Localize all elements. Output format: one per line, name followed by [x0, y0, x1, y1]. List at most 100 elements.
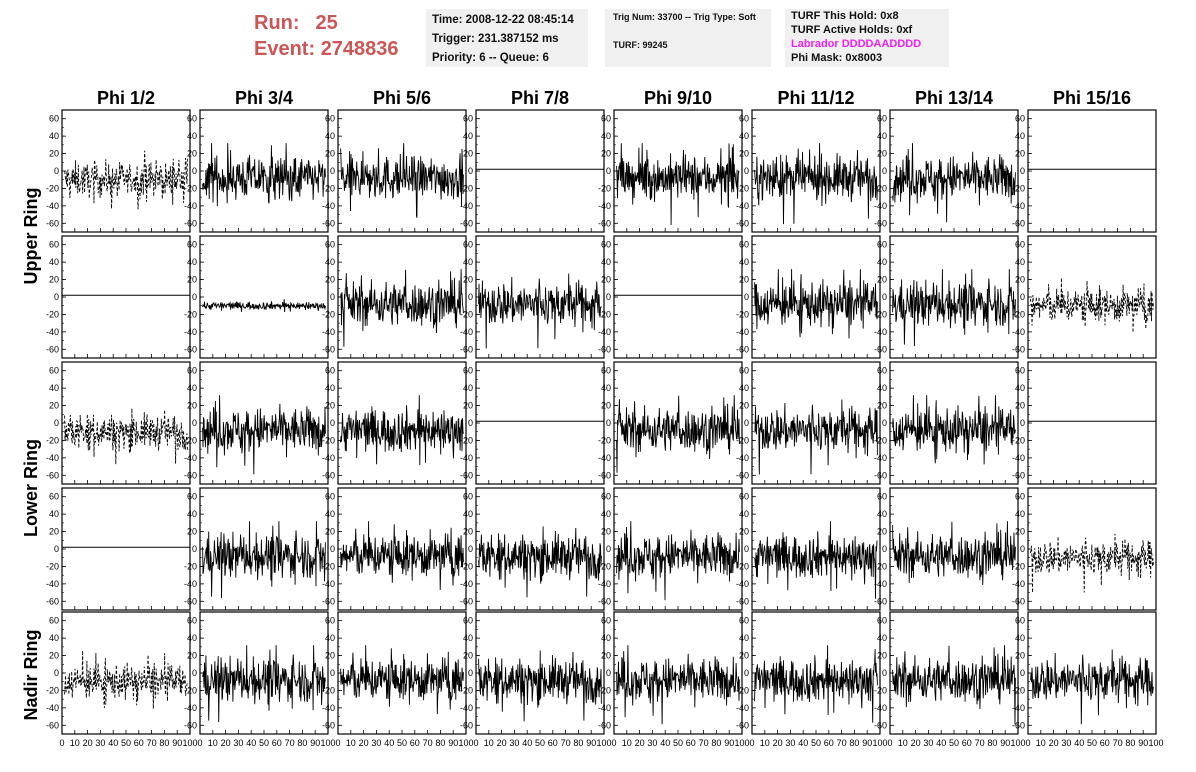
x-tick-label: 10 [208, 738, 218, 748]
waveform-panel: 60 40 20 0 -20 -40 -60 [46, 611, 191, 735]
waveform-panel: 60 40 20 0 -20 -40 -60 [874, 235, 1019, 359]
y-tick-label: 60 [325, 366, 335, 376]
waveform-trace [478, 526, 602, 598]
x-tick-label: 90 [586, 738, 596, 748]
y-tick-label: -60 [598, 470, 611, 480]
x-tick-label: 30 [233, 738, 243, 748]
y-tick-label: -60 [184, 344, 197, 354]
waveform-panel: 60 40 20 0 -20 -40 -60 [322, 235, 467, 359]
waveform-panel: 60 40 20 0 -20 -40 -60 [874, 109, 1019, 233]
y-tick-label: 60 [877, 616, 887, 626]
x-tick-label: 40 [660, 738, 670, 748]
y-tick-label: 20 [325, 275, 335, 285]
y-tick-label: -60 [460, 344, 473, 354]
y-tick-label: 60 [187, 492, 197, 502]
y-tick-label: 0 [606, 544, 611, 554]
x-tick-label: 100 [458, 738, 473, 748]
y-tick-label: -60 [460, 596, 473, 606]
waveform-panel: 60 40 20 0 -20 -40 -60 [736, 361, 881, 485]
y-tick-label: 0 [882, 544, 887, 554]
x-tick-label: 70 [975, 738, 985, 748]
x-tick-label: 10 [622, 738, 632, 748]
y-tick-label: -60 [1012, 470, 1025, 480]
row-title: Nadir Ring [21, 629, 41, 720]
y-tick-label: 40 [1015, 257, 1025, 267]
x-tick-label: 100 [1010, 738, 1025, 748]
event-row: Event: 2748836 [254, 36, 399, 62]
y-tick-label: -60 [46, 218, 59, 228]
y-tick-label: 20 [601, 527, 611, 537]
panel-frame [475, 361, 605, 485]
y-tick-label: 0 [882, 166, 887, 176]
waveform-panel: 60 40 20 0 -20 -40 -60 [46, 235, 191, 359]
y-tick-label: -40 [322, 453, 335, 463]
waveform-panel: 60 40 20 0 -20 -40 -60 [460, 109, 605, 233]
y-tick-label: 60 [325, 616, 335, 626]
x-tick-label: 0 [611, 738, 616, 748]
x-tick-label: 90 [172, 738, 182, 748]
waveform-trace [754, 269, 878, 339]
y-tick-label: -60 [460, 470, 473, 480]
y-tick-label: -60 [46, 470, 59, 480]
y-tick-label: 60 [1015, 492, 1025, 502]
y-tick-label: -20 [46, 685, 59, 695]
y-tick-label: -40 [874, 703, 887, 713]
x-tick-label: 70 [699, 738, 709, 748]
waveform-panel: 60 40 20 0 -20 -40 -60 [1012, 611, 1157, 735]
panel-frame [199, 235, 329, 359]
waveform-trace [892, 521, 1016, 586]
y-tick-label: 20 [325, 651, 335, 661]
y-tick-label: -60 [1012, 720, 1025, 730]
x-tick-label: 10 [346, 738, 356, 748]
trigger-text: Trigger: 231.387152 ms [432, 33, 559, 45]
y-tick-label: -60 [874, 218, 887, 228]
x-tick-label: 80 [849, 738, 859, 748]
y-tick-label: -60 [874, 720, 887, 730]
y-tick-label: 40 [739, 131, 749, 141]
y-tick-label: 20 [877, 275, 887, 285]
y-tick-label: -60 [736, 218, 749, 228]
y-tick-label: 40 [325, 633, 335, 643]
y-tick-label: 60 [325, 240, 335, 250]
y-tick-label: 0 [744, 292, 749, 302]
x-tick-label: 0 [749, 738, 754, 748]
y-tick-label: -20 [874, 435, 887, 445]
y-tick-label: 40 [601, 383, 611, 393]
y-tick-label: -20 [736, 183, 749, 193]
x-tick-label: 60 [410, 738, 420, 748]
x-tick-label: 100 [320, 738, 335, 748]
y-tick-label: -40 [1012, 453, 1025, 463]
y-tick-label: -40 [460, 579, 473, 589]
y-tick-label: 20 [601, 651, 611, 661]
waveform-trace [754, 143, 878, 225]
y-tick-label: 60 [463, 616, 473, 626]
column-title: Phi 11/12 [777, 88, 854, 108]
waveform-panel: 60 40 20 0 -20 -40 -60 [460, 487, 605, 611]
y-tick-label: 0 [1020, 418, 1025, 428]
y-tick-label: -20 [1012, 561, 1025, 571]
y-tick-label: 20 [49, 401, 59, 411]
y-tick-label: -40 [322, 327, 335, 337]
x-tick-label: 80 [573, 738, 583, 748]
y-tick-label: -20 [46, 309, 59, 319]
y-tick-label: 40 [601, 257, 611, 267]
turf-active-holds-text: TURF Active Holds: 0xf [791, 24, 913, 36]
waveform-trace [202, 143, 326, 207]
y-tick-label: -60 [322, 596, 335, 606]
y-tick-label: 60 [187, 616, 197, 626]
y-tick-label: 20 [187, 527, 197, 537]
y-tick-label: -60 [322, 720, 335, 730]
y-tick-label: 0 [54, 544, 59, 554]
y-tick-label: -60 [322, 470, 335, 480]
priority-queue-text: Priority: 6 -- Queue: 6 [432, 52, 549, 64]
y-tick-label: 0 [744, 668, 749, 678]
y-tick-label: -20 [460, 183, 473, 193]
x-tick-label: 80 [297, 738, 307, 748]
x-tick-label: 30 [923, 738, 933, 748]
event-label: Event: [254, 38, 316, 60]
y-tick-label: 40 [463, 383, 473, 393]
y-tick-label: 40 [877, 131, 887, 141]
panel-frame [1027, 361, 1157, 485]
waveform-trace [64, 408, 188, 465]
panel-frame [613, 235, 743, 359]
